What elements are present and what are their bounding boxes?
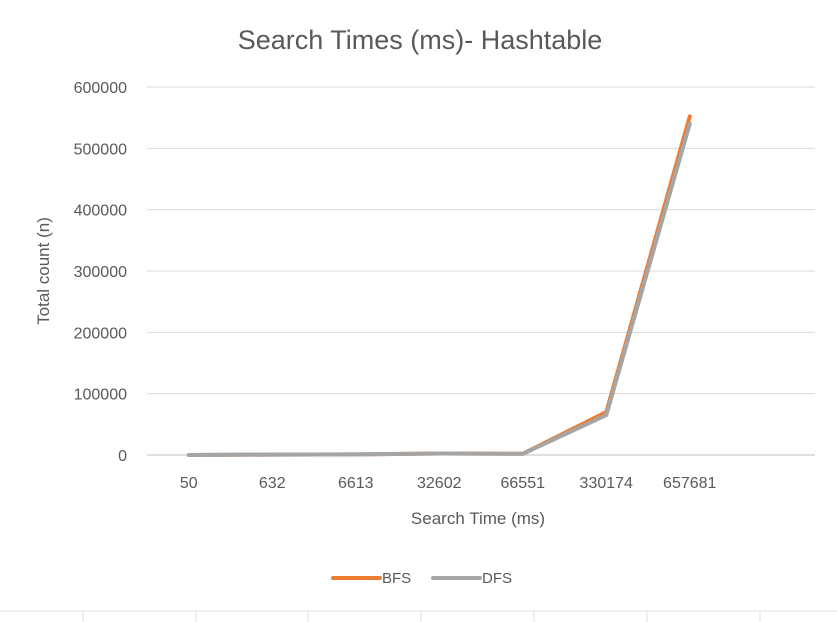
y-tick-label: 300000 — [74, 264, 127, 281]
x-tick-label: 657681 — [663, 475, 716, 492]
x-tick-label: 66551 — [501, 475, 546, 492]
x-tick-label: 50 — [180, 475, 198, 492]
y-axis-label: Total count (n) — [34, 217, 53, 325]
x-axis-ticks: 50 632 6613 32602 66551 330174 657681 — [180, 475, 717, 492]
y-tick-label: 200000 — [74, 325, 127, 342]
x-tick-label: 6613 — [338, 475, 374, 492]
spreadsheet-cell-edges — [0, 610, 837, 622]
y-tick-label: 600000 — [74, 80, 127, 97]
series-line-dfs — [186, 121, 692, 457]
x-axis-label: Search Time (ms) — [411, 509, 545, 528]
gridlines — [147, 86, 815, 456]
legend-label-bfs: BFS — [382, 570, 411, 587]
y-tick-label: 100000 — [74, 387, 127, 404]
x-tick-label: 330174 — [580, 475, 633, 492]
chart-title: Search Times (ms)- Hashtable — [238, 25, 603, 55]
y-axis-ticks: 0 100000 200000 300000 400000 500000 600000 — [74, 80, 127, 465]
series-lines — [186, 114, 692, 457]
y-tick-label: 0 — [118, 448, 127, 465]
y-tick-label: 400000 — [74, 203, 127, 220]
legend: BFS DFS — [331, 570, 512, 587]
x-tick-label: 32602 — [417, 475, 462, 492]
series-line-bfs — [186, 114, 692, 457]
legend-label-dfs: DFS — [482, 570, 512, 587]
y-tick-label: 500000 — [74, 141, 127, 158]
x-tick-label: 632 — [259, 475, 286, 492]
